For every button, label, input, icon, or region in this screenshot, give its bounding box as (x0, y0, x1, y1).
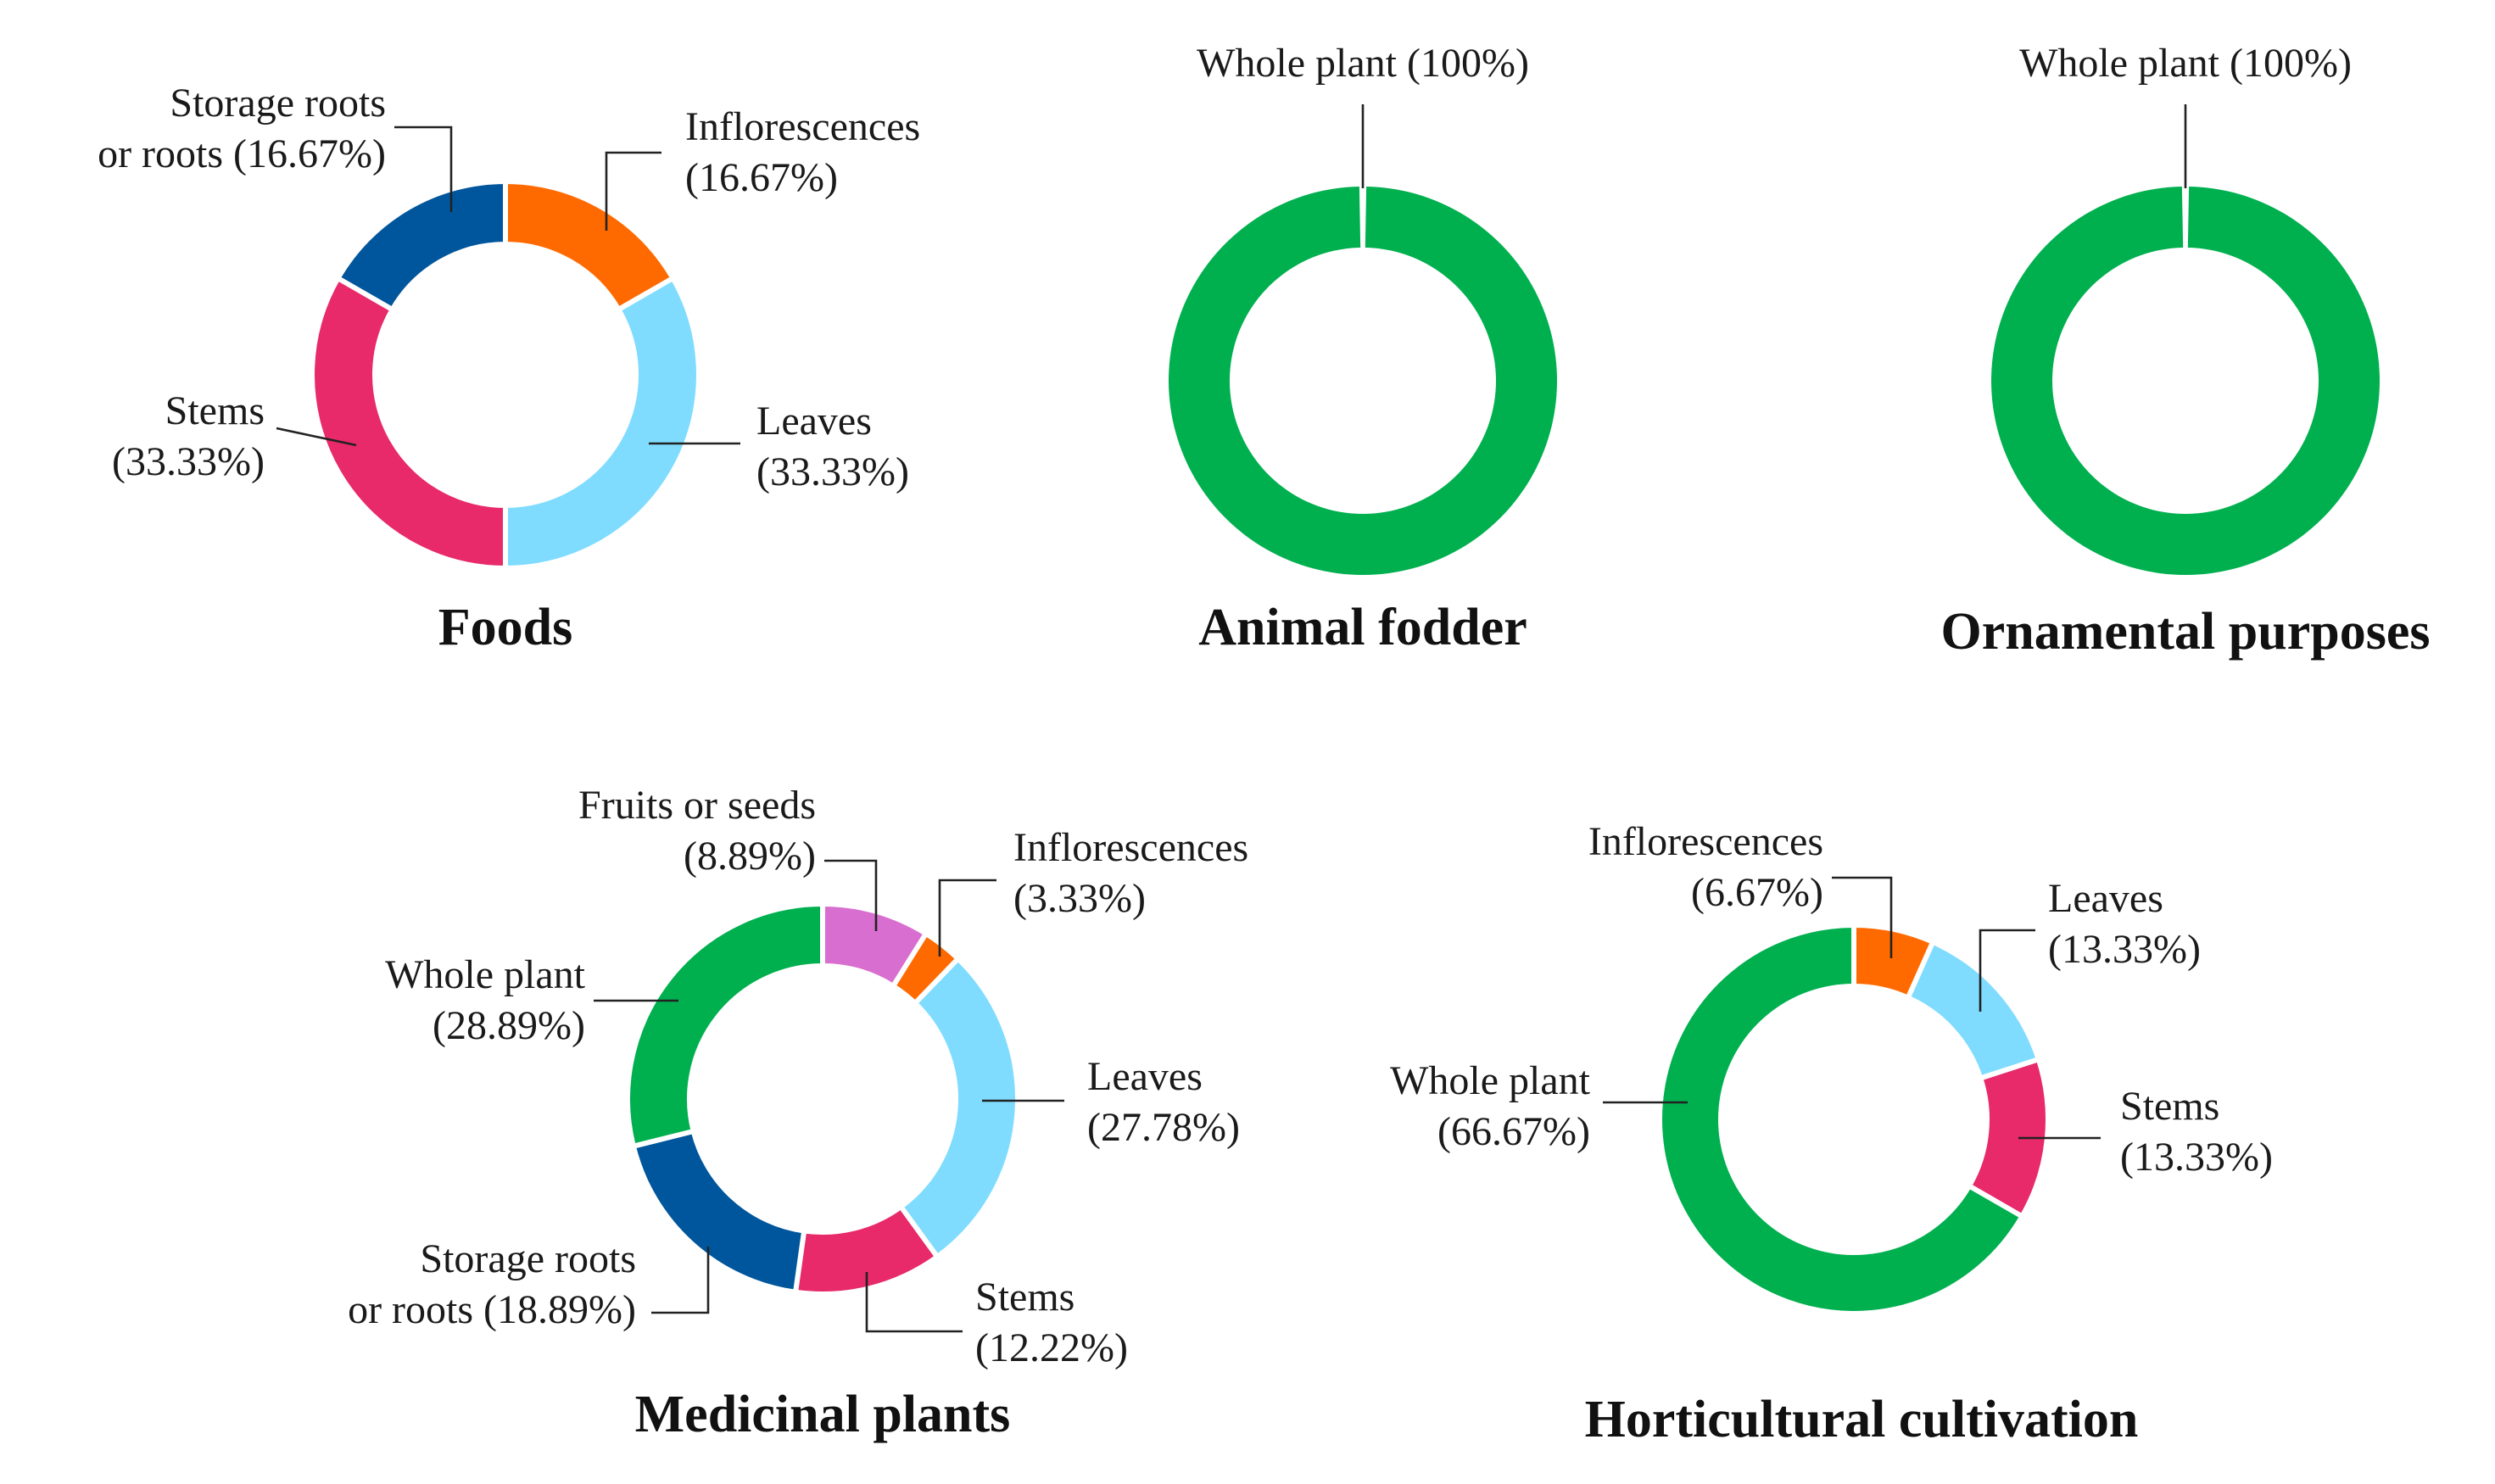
ornamental-purposes-donut-chart: Whole plant (100%) Ornamental purposes (1941, 41, 2431, 661)
foods-data-label-inflorescences-line-2: (16.67%) (685, 155, 838, 200)
medicinal-plants-slice-leaves (897, 955, 1020, 1261)
medicinal-plants-data-label-inflorescences-line-2: (3.33%) (1013, 876, 1146, 921)
horticultural-cultivation-slice-leaves (1904, 938, 2042, 1082)
medicinal-plants-chart-title: Medicinal plants (635, 1386, 1011, 1443)
medicinal-plants-donut-chart: Fruits or seeds (8.89%) Inflorescences (3.3… (348, 783, 1248, 1443)
medicinal-plants-data-label-whole-plant-line-2: (28.89%) (433, 1003, 585, 1048)
medicinal-plants-data-label-storage-roots-or-roots-line-2: or roots (18.89%) (348, 1287, 636, 1332)
horticultural-cultivation-data-label-whole-plant-line-2: (66.67%) (1437, 1109, 1590, 1154)
medicinal-plants-leader-line-inflorescences (938, 879, 996, 957)
foods-leader-line-storage-roots-or-roots (394, 126, 453, 212)
horticultural-cultivation-data-label-inflorescences-line-1: Inflorescences (1588, 819, 1823, 864)
horticultural-cultivation-chart-title: Horticultural cultivation (1585, 1391, 2139, 1448)
medicinal-plants-data-label-fruits-or-seeds-line-1: Fruits or seeds (578, 783, 816, 828)
foods-data-label-stems-line-1: Stems (165, 388, 265, 433)
medicinal-plants-data-label-storage-roots-or-roots-line-1: Storage roots (420, 1236, 636, 1281)
horticultural-cultivation-data-label-inflorescences-line-2: (6.67%) (1691, 870, 1823, 915)
animal-fodder-slice-whole-plant (1169, 187, 1558, 575)
foods-leader-line-stems (276, 427, 357, 447)
medicinal-plants-data-label-inflorescences-line-1: Inflorescences (1013, 825, 1248, 870)
horticultural-cultivation-slice-whole-plant (1657, 922, 2026, 1316)
horticultural-cultivation-donut-chart: Inflorescences (6.67%) Leaves (13.33%) Stems… (1390, 819, 2273, 1448)
animal-fodder-chart-title: Animal fodder (1198, 599, 1527, 656)
horticultural-cultivation-data-label-leaves-line-1: Leaves (2048, 876, 2163, 921)
horticultural-cultivation-data-label-stems-line-1: Stems (2120, 1084, 2219, 1129)
ornamental-purposes-slice-whole-plant (1991, 187, 2380, 575)
medicinal-plants-data-label-fruits-or-seeds-line-2: (8.89%) (684, 834, 816, 879)
medicinal-plants-data-label-whole-plant-line-1: Whole plant (385, 952, 586, 997)
horticultural-cultivation-leader-line-leaves (1979, 929, 2035, 1012)
foods-chart-title: Foods (438, 599, 572, 656)
medicinal-plants-slice-whole-plant (625, 901, 825, 1150)
ornamental-purposes-chart-title: Ornamental purposes (1941, 603, 2431, 661)
foods-data-label-leaves-line-1: Leaves (756, 399, 872, 444)
foods-data-label-storage-roots-or-roots-line-2: or roots (16.67%) (98, 131, 386, 176)
medicinal-plants-data-label-stems-line-1: Stems (975, 1275, 1074, 1319)
foods-data-label-inflorescences-line-1: Inflorescences (685, 104, 920, 149)
horticultural-cultivation-data-label-leaves-line-2: (13.33%) (2048, 927, 2201, 972)
foods-data-label-leaves-line-2: (33.33%) (756, 449, 909, 494)
foods-data-label-storage-roots-or-roots-line-1: Storage roots (170, 81, 386, 126)
foods-slice-storage-roots-or-roots (334, 178, 508, 314)
foods-leader-line-inflorescences (605, 151, 661, 231)
animal-fodder-donut-chart: Whole plant (100%) Animal fodder (1169, 41, 1558, 656)
horticultural-cultivation-leader-line-inflorescences (1832, 876, 1893, 958)
medicinal-plants-leader-line-stems (865, 1272, 963, 1333)
foods-slice-stems (310, 274, 508, 572)
animal-fodder-data-label-whole-plant: Whole plant (100%) (1197, 41, 1529, 86)
horticultural-cultivation-data-label-whole-plant-line-1: Whole plant (1390, 1058, 1591, 1103)
horticultural-cultivation-data-label-stems-line-2: (13.33%) (2120, 1135, 2273, 1180)
medicinal-plants-leader-line-storage-roots-or-roots (651, 1247, 710, 1314)
medicinal-plants-data-label-stems-line-2: (12.22%) (975, 1325, 1128, 1370)
medicinal-plants-data-label-leaves-line-2: (27.78%) (1087, 1105, 1240, 1150)
medicinal-plants-leader-line-fruits-or-seeds (824, 859, 878, 931)
ornamental-purposes-data-label-whole-plant: Whole plant (100%) (2019, 41, 2352, 86)
medicinal-plants-data-label-leaves-line-1: Leaves (1087, 1054, 1203, 1099)
medicinal-plants-slice-storage-roots-or-roots (630, 1128, 807, 1296)
foods-donut-chart: Inflorescences (16.67%) Leaves (33.33%) Stem… (98, 81, 920, 656)
foods-data-label-stems-line-2: (33.33%) (112, 439, 265, 484)
foods-slice-leaves (503, 274, 701, 572)
